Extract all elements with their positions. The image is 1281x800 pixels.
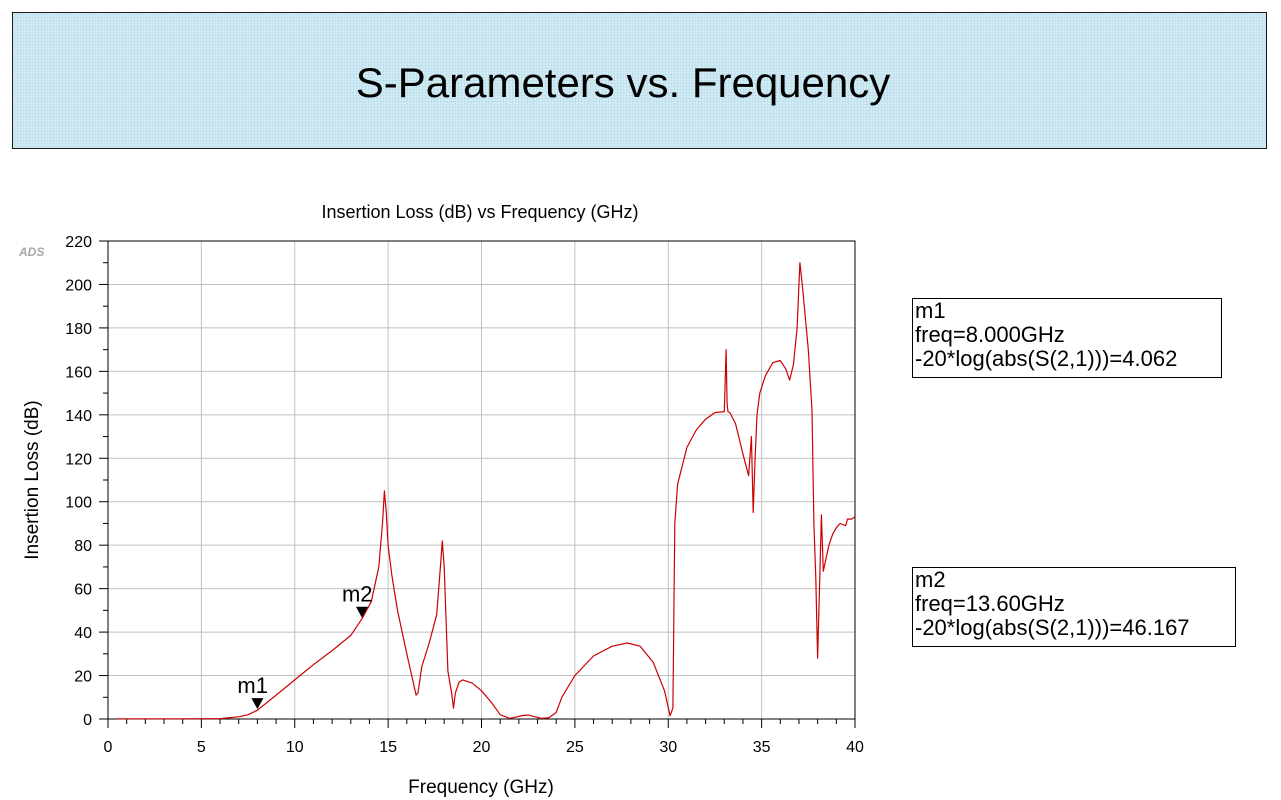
x-axis-label: Frequency (GHz) — [408, 777, 554, 798]
minor-ticks — [99, 240, 856, 728]
y-tick-label: 140 — [65, 408, 92, 425]
marker-value: -20*log(abs(S(2,1)))=4.062 — [915, 346, 1178, 371]
marker-triangle-m2 — [355, 606, 368, 618]
x-tick-label: 25 — [566, 739, 584, 756]
insertion-loss-line — [117, 262, 856, 720]
chart-title: Insertion Loss (dB) vs Frequency (GHz) — [321, 202, 638, 222]
x-tick-label: 35 — [753, 739, 771, 756]
plot-frame — [107, 240, 856, 720]
x-tick-label: 15 — [379, 739, 397, 756]
marker-name: m1 — [915, 298, 946, 323]
x-tick-label: 20 — [473, 739, 491, 756]
marker-readout-m1[interactable]: m1 freq=8.000GHz -20*log(abs(S(2,1)))=4.… — [912, 298, 1222, 378]
marker-triangle-m1 — [251, 698, 264, 710]
series-layer — [117, 262, 856, 720]
y-tick-label: 80 — [74, 538, 92, 555]
y-tick-label: 200 — [65, 277, 92, 294]
y-tick-label: 60 — [74, 582, 92, 599]
y-tick-label: 180 — [65, 321, 92, 338]
title-banner: S-Parameters vs. Frequency — [12, 12, 1267, 149]
page-title: S-Parameters vs. Frequency — [355, 59, 891, 106]
marker-label-m1: m1 — [237, 673, 268, 698]
marker-layer: m1 m2 — [237, 582, 373, 710]
marker-value: -20*log(abs(S(2,1)))=46.167 — [915, 615, 1190, 640]
y-tick-labels: 0 20 40 60 80 100 120 140 160 180 200 220 — [65, 234, 92, 729]
marker-label-m2: m2 — [342, 582, 373, 607]
y-axis-label: Insertion Loss (dB) — [22, 400, 43, 559]
y-tick-label: 160 — [65, 364, 92, 381]
y-tick-label: 100 — [65, 495, 92, 512]
y-tick-label: 20 — [74, 669, 92, 686]
y-tick-label: 40 — [74, 625, 92, 642]
x-tick-label: 0 — [104, 739, 113, 756]
marker-readout-m2[interactable]: m2 freq=13.60GHz -20*log(abs(S(2,1)))=46… — [912, 567, 1236, 647]
x-tick-label: 30 — [659, 739, 677, 756]
x-tick-label: 10 — [286, 739, 304, 756]
ads-watermark-logo: ADS — [19, 245, 45, 259]
y-tick-label: 120 — [65, 451, 92, 468]
y-tick-label: 220 — [65, 234, 92, 251]
x-tick-label: 5 — [197, 739, 206, 756]
y-tick-label: 0 — [83, 712, 92, 729]
marker-freq: freq=8.000GHz — [915, 322, 1065, 347]
x-tick-labels: 0 5 10 15 20 25 30 35 40 — [104, 739, 864, 756]
marker-name: m2 — [915, 567, 946, 592]
marker-freq: freq=13.60GHz — [915, 591, 1065, 616]
x-tick-label: 40 — [846, 739, 864, 756]
